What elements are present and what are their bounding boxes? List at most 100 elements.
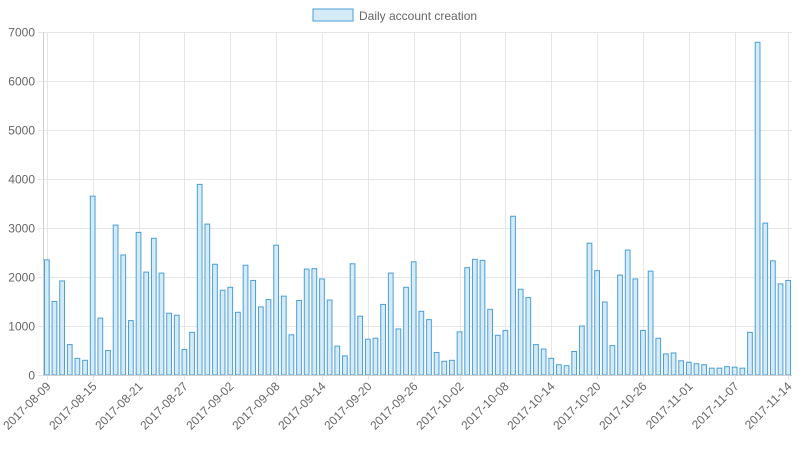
bar[interactable] <box>754 41 761 376</box>
bar[interactable] <box>655 337 662 376</box>
bar[interactable] <box>334 345 341 376</box>
bar[interactable] <box>280 295 287 376</box>
bar[interactable] <box>785 279 792 376</box>
bar[interactable] <box>670 352 677 376</box>
bar[interactable] <box>594 270 600 376</box>
bar[interactable] <box>449 359 455 376</box>
bar[interactable] <box>227 286 234 376</box>
bar[interactable] <box>97 317 104 376</box>
bar[interactable] <box>43 259 50 376</box>
bar[interactable] <box>471 258 478 376</box>
bar[interactable] <box>357 315 364 376</box>
bar[interactable] <box>128 320 134 376</box>
x-tick-label: 2017-09-14 <box>275 379 329 433</box>
bar[interactable] <box>777 283 784 376</box>
bar[interactable] <box>51 301 58 376</box>
bar[interactable] <box>533 344 539 376</box>
bar[interactable] <box>173 314 180 376</box>
bar[interactable] <box>464 267 471 376</box>
bar[interactable] <box>739 367 746 376</box>
legend[interactable]: Daily account creation <box>312 8 477 23</box>
bar[interactable] <box>250 279 257 376</box>
bar[interactable] <box>257 306 264 376</box>
bar[interactable] <box>601 301 608 376</box>
bar[interactable] <box>563 365 570 376</box>
bar[interactable] <box>89 195 96 376</box>
bar[interactable] <box>632 278 639 376</box>
bar[interactable] <box>120 254 127 376</box>
bar[interactable] <box>387 272 394 376</box>
bar[interactable] <box>770 260 776 376</box>
bar[interactable] <box>678 360 685 376</box>
bar[interactable] <box>273 244 279 376</box>
bar[interactable] <box>502 329 509 376</box>
bar[interactable] <box>693 363 700 376</box>
bar[interactable] <box>494 334 501 376</box>
bar[interactable] <box>578 325 585 376</box>
bar[interactable] <box>517 288 524 376</box>
bar[interactable] <box>663 353 669 376</box>
bar[interactable] <box>609 345 616 376</box>
bar[interactable] <box>150 237 157 376</box>
bar[interactable] <box>303 268 310 376</box>
bar[interactable] <box>66 344 73 376</box>
bar[interactable] <box>158 272 165 376</box>
bar[interactable] <box>701 364 707 376</box>
bar[interactable] <box>82 359 88 376</box>
bar[interactable] <box>265 299 272 376</box>
bar[interactable] <box>617 274 623 376</box>
bar[interactable] <box>586 242 593 376</box>
bar[interactable] <box>189 331 195 376</box>
bar[interactable] <box>326 299 333 376</box>
bar[interactable] <box>571 350 578 376</box>
bar[interactable] <box>747 331 753 376</box>
bar[interactable] <box>433 351 440 376</box>
bar[interactable] <box>441 360 448 376</box>
bar[interactable] <box>410 261 417 376</box>
bar[interactable] <box>342 355 348 376</box>
bar[interactable] <box>135 231 142 376</box>
bar[interactable] <box>510 215 516 376</box>
bar[interactable] <box>204 223 211 376</box>
bar[interactable] <box>647 270 654 376</box>
bar[interactable] <box>196 183 203 376</box>
bar[interactable] <box>143 271 150 376</box>
bar[interactable] <box>319 278 325 376</box>
bar[interactable] <box>426 319 432 376</box>
bar[interactable] <box>685 361 692 376</box>
bar[interactable] <box>395 328 402 376</box>
bar[interactable] <box>403 286 409 376</box>
bar[interactable] <box>219 289 226 376</box>
bar[interactable] <box>540 348 547 376</box>
bar[interactable] <box>548 357 555 376</box>
bar[interactable] <box>212 263 218 376</box>
bar[interactable] <box>166 312 172 376</box>
bar[interactable] <box>456 331 463 376</box>
bar[interactable] <box>525 297 532 376</box>
bar[interactable] <box>296 300 302 376</box>
bar[interactable] <box>364 338 371 376</box>
bar[interactable] <box>418 310 425 376</box>
bar[interactable] <box>708 367 715 376</box>
bar[interactable] <box>74 357 81 376</box>
bar[interactable] <box>640 329 646 376</box>
bar[interactable] <box>716 367 723 376</box>
bar[interactable] <box>487 308 493 376</box>
bar[interactable] <box>479 259 486 376</box>
bar[interactable] <box>105 350 111 376</box>
bar[interactable] <box>112 224 119 376</box>
bar[interactable] <box>59 280 65 376</box>
bar[interactable] <box>242 264 249 376</box>
bar[interactable] <box>349 263 356 376</box>
bar[interactable] <box>731 366 738 376</box>
bar[interactable] <box>624 249 631 376</box>
bar[interactable] <box>762 222 769 376</box>
bar[interactable] <box>372 337 379 376</box>
bar[interactable] <box>235 311 241 376</box>
bar[interactable] <box>556 364 562 376</box>
bar[interactable] <box>724 366 730 376</box>
bar[interactable] <box>181 349 188 376</box>
bar[interactable] <box>380 303 386 376</box>
bar[interactable] <box>288 334 295 376</box>
bar[interactable] <box>311 268 318 376</box>
